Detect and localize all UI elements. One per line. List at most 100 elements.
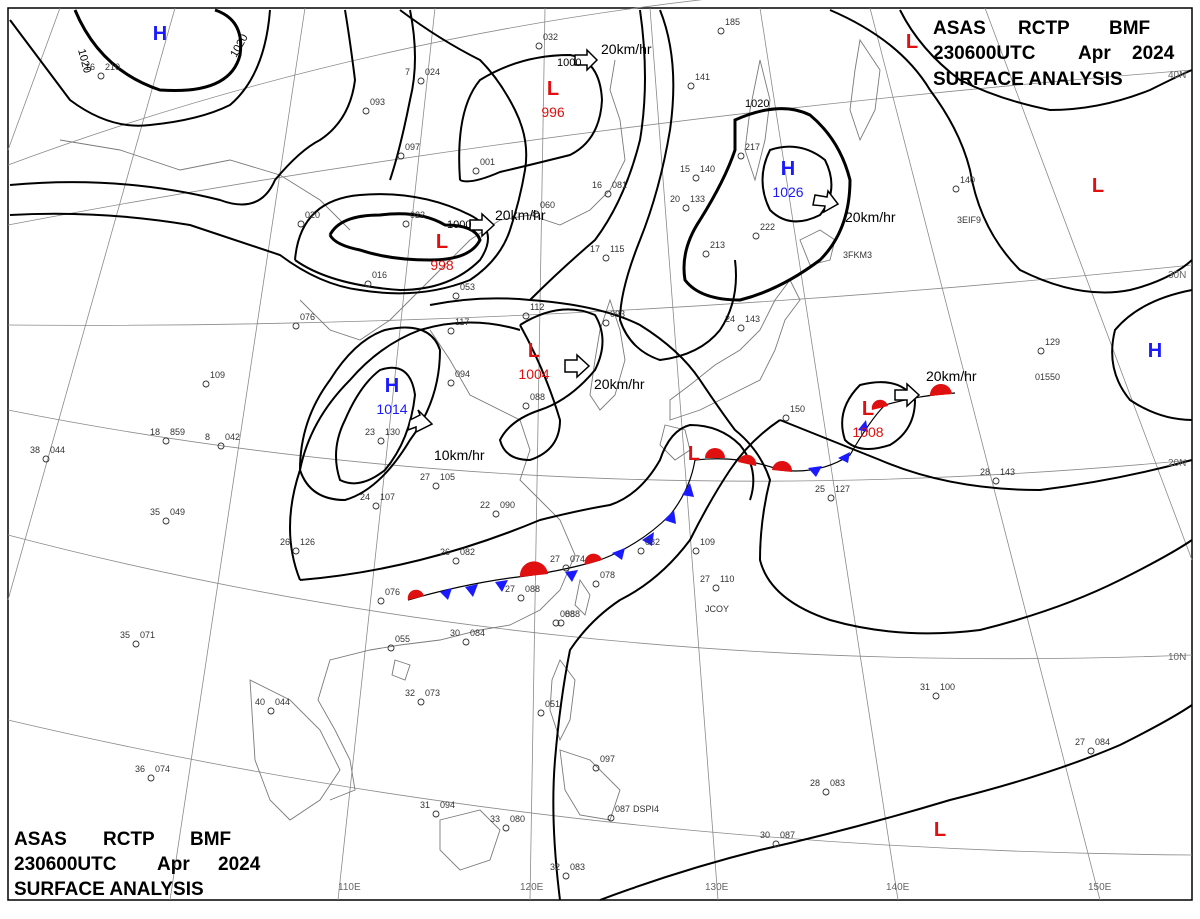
cold-front-triangle bbox=[642, 532, 654, 546]
motion-arrow bbox=[894, 382, 921, 408]
lon-label: 150E bbox=[1088, 882, 1112, 893]
station-pressure: 126 bbox=[300, 537, 315, 547]
station-circle bbox=[402, 220, 410, 228]
station-circle bbox=[737, 324, 745, 332]
station-pressure: 213 bbox=[710, 240, 725, 250]
station-pressure: 090 bbox=[500, 500, 515, 510]
header-top: ASAS RCTP BMF 230600UTC Apr 2024 SURFACE… bbox=[933, 18, 1175, 90]
station-circle bbox=[535, 42, 543, 50]
cold-front-triangle bbox=[465, 584, 478, 597]
isobar-north-mid-3 bbox=[618, 9, 737, 362]
station-pressure: 185 bbox=[725, 17, 740, 27]
motion-label: 20km/hr bbox=[926, 368, 977, 384]
lon-line-80e bbox=[7, 7, 61, 151]
kamchatka bbox=[849, 38, 881, 142]
station-circle bbox=[604, 190, 612, 198]
lon-line-140e bbox=[759, 7, 899, 901]
isobar-east-outer-1 bbox=[829, 9, 1193, 294]
station-circle bbox=[432, 482, 440, 490]
lat-line-30n bbox=[7, 264, 1193, 326]
lon-label: 120E bbox=[520, 882, 544, 893]
isobar-mid-loop bbox=[429, 297, 1193, 635]
station-circle bbox=[562, 872, 570, 880]
header-top-word: ASAS bbox=[933, 18, 986, 39]
station-pressure: 073 bbox=[425, 688, 440, 698]
station-id: 01550 bbox=[1035, 372, 1060, 382]
high-pressure-symbol: H bbox=[153, 23, 167, 45]
station-id: 3FKM3 bbox=[843, 250, 872, 260]
station-pressure: 133 bbox=[690, 194, 705, 204]
header-bottom: ASAS RCTP BMF 230600UTC Apr 2024 SURFACE… bbox=[14, 829, 261, 900]
motion-labels: 20km/hr 20km/hr 20km/hr 20km/hr 10km/hr … bbox=[434, 41, 977, 463]
header-bottom-word: RCTP bbox=[103, 829, 155, 850]
lat-label: 20N bbox=[1168, 458, 1186, 469]
lat-line-40n bbox=[7, 69, 1193, 226]
station-temperature: 31 bbox=[420, 800, 430, 810]
isobar-1026-high bbox=[761, 145, 833, 223]
station-pressure: 109 bbox=[700, 537, 715, 547]
graticule-labels: 110E 120E 130E 140E 150E 40N 30N 20N 10N bbox=[338, 70, 1186, 893]
lon-line-150e bbox=[869, 7, 1101, 901]
station-circle bbox=[562, 564, 570, 572]
station-temperature: 28 bbox=[810, 778, 820, 788]
station-pressure: 222 bbox=[760, 222, 775, 232]
station-pressure: 051 bbox=[545, 699, 560, 709]
header-bottom-word: 2024 bbox=[218, 854, 261, 875]
station-pressure: 100 bbox=[940, 682, 955, 692]
pressure-center-value: 998 bbox=[430, 257, 454, 273]
station-temperature: 17 bbox=[590, 244, 600, 254]
lon-label: 140E bbox=[886, 882, 910, 893]
station-pressure: 083 bbox=[830, 778, 845, 788]
header-bottom-word: Apr bbox=[157, 854, 190, 875]
lat-label: 10N bbox=[1168, 652, 1186, 663]
station-pressure: 117 bbox=[455, 317, 469, 327]
station-circle bbox=[827, 494, 835, 502]
isobar-label: 1000 bbox=[447, 219, 471, 231]
station-pressure: 078 bbox=[600, 570, 615, 580]
warm-front-semicircle bbox=[929, 383, 952, 396]
station-pressure: 049 bbox=[170, 507, 185, 517]
station-plots: 16 210 093 7 024 097 001 020 022 060 16 081 15 140 20 1… bbox=[30, 17, 1110, 872]
motion-label: 10km/hr bbox=[434, 447, 485, 463]
station-circle bbox=[692, 174, 700, 182]
header-bottom-word: BMF bbox=[190, 829, 231, 850]
station-circle bbox=[377, 597, 385, 605]
china-border bbox=[299, 59, 626, 341]
lat-line-0 bbox=[7, 719, 1193, 856]
sakhalin bbox=[744, 59, 771, 182]
philippines-luzon bbox=[549, 659, 576, 742]
high-pressure-symbol: H bbox=[781, 158, 795, 180]
warm-front-semicircle bbox=[871, 399, 888, 410]
station-temperature: 30 bbox=[760, 830, 770, 840]
station-circle bbox=[682, 204, 690, 212]
station-pressure: 060 bbox=[540, 200, 555, 210]
station-pressure: 042 bbox=[225, 432, 240, 442]
station-circle bbox=[752, 232, 760, 240]
station-circle bbox=[607, 814, 615, 822]
warm-front-semicircle bbox=[772, 460, 793, 472]
station-pressure: 044 bbox=[275, 697, 290, 707]
station-circle bbox=[557, 619, 565, 627]
station-temperature: 16 bbox=[592, 180, 602, 190]
station-circle bbox=[162, 437, 170, 445]
station-pressure: 071 bbox=[140, 630, 155, 640]
station-pressure: 083 bbox=[570, 862, 585, 872]
isobar-label: 1020 bbox=[745, 98, 769, 110]
isobar-northwest-outer bbox=[9, 9, 271, 127]
cold-front-triangle bbox=[612, 548, 625, 560]
station-pressure: 110 bbox=[720, 574, 734, 584]
header-top-word: Apr bbox=[1078, 43, 1111, 64]
station-circle bbox=[952, 185, 960, 193]
borneo bbox=[439, 809, 501, 871]
station-circle bbox=[637, 547, 645, 555]
station-temperature: 31 bbox=[920, 682, 930, 692]
station-circle bbox=[822, 788, 830, 796]
low-pressure-symbol: L bbox=[547, 78, 559, 100]
station-circle bbox=[447, 327, 455, 335]
station-circle bbox=[372, 502, 380, 510]
station-pressure: 076 bbox=[385, 587, 400, 597]
header-bottom-word: 230600UTC bbox=[14, 854, 117, 875]
low-pressure-symbol: L bbox=[436, 231, 448, 253]
station-circle bbox=[387, 644, 395, 652]
